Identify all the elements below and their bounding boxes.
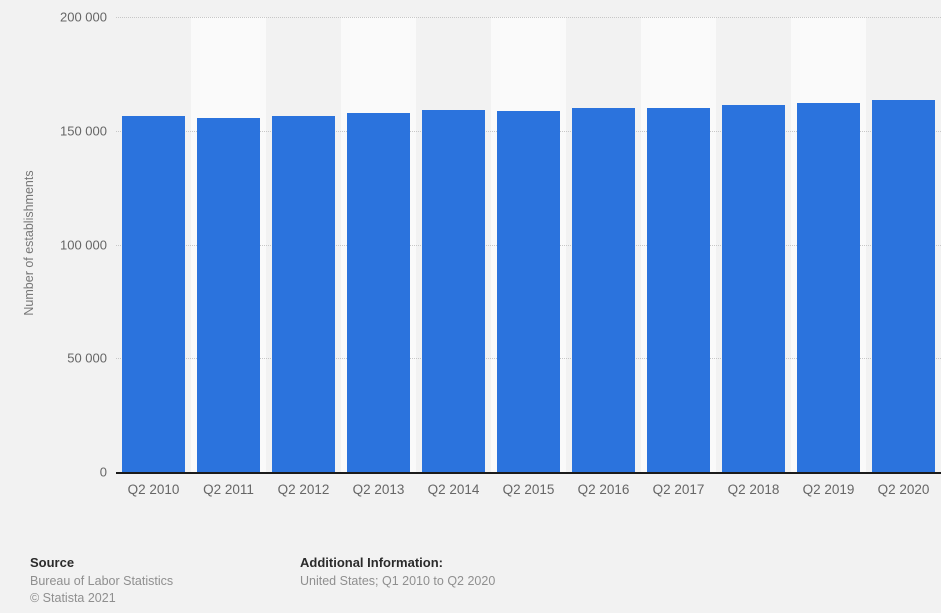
plot-column-band	[566, 17, 641, 472]
additional-info-block: Additional Information: United States; Q…	[300, 555, 495, 590]
plot-column-band	[491, 17, 566, 472]
plot-column-band	[341, 17, 416, 472]
bar-q2-2020	[872, 99, 935, 472]
source-name: Bureau of Labor Statistics	[30, 574, 174, 588]
additional-info-label: Additional Information:	[300, 555, 443, 570]
plot-column-band	[791, 17, 866, 472]
additional-info-text: United States; Q1 2010 to Q2 2020	[300, 574, 496, 588]
bar-q2-2016	[572, 107, 635, 472]
source-label: Source	[30, 555, 75, 570]
plot-column-band	[116, 17, 191, 472]
y-tick-label: 100 000	[60, 237, 107, 252]
plot-column-band	[416, 17, 491, 472]
y-tick-label: 150 000	[60, 123, 107, 139]
x-tick-label: Q2 2010	[127, 482, 180, 497]
plot-column-band	[266, 17, 341, 472]
bar-q2-2014	[422, 109, 485, 472]
bar-q2-2015	[497, 110, 560, 472]
x-tick-label: Q2 2018	[727, 482, 780, 497]
bar-q2-2017	[647, 107, 710, 472]
bar-q2-2010	[122, 115, 185, 472]
bar-q2-2018	[722, 105, 785, 472]
bar-q2-2012	[272, 115, 335, 472]
x-tick-label: Q2 2015	[502, 482, 555, 497]
x-tick-label: Q2 2014	[427, 482, 480, 497]
plot-column-band	[716, 17, 791, 472]
x-tick-label: Q2 2016	[577, 482, 630, 497]
plot-column-band	[191, 17, 266, 472]
x-axis-tick-labels: Q2 2010 Q2 2011 Q2 2012 Q2 2013 Q2 2014 Q2 20…	[116, 482, 941, 497]
y-tick-label: 200 000	[60, 9, 107, 25]
y-tick-label: 50 000	[67, 350, 107, 366]
gridline	[116, 17, 941, 18]
plot-column-band	[866, 17, 941, 472]
y-axis-tick-labels: 0 50 000 100 000 150 000 200 000	[0, 0, 107, 480]
copyright-notice: © Statista 2021	[30, 591, 116, 605]
source-block: Source Bureau of Labor Statistics © Stat…	[30, 555, 173, 607]
plot-area	[116, 17, 941, 474]
x-tick-label: Q2 2020	[877, 482, 930, 497]
x-tick-label: Q2 2013	[352, 482, 405, 497]
x-tick-label: Q2 2019	[802, 482, 855, 497]
x-tick-label: Q2 2017	[652, 482, 705, 497]
x-tick-label: Q2 2011	[203, 482, 254, 497]
plot-column-band	[641, 17, 716, 472]
x-tick-label: Q2 2012	[277, 482, 330, 497]
bar-q2-2011	[197, 118, 260, 472]
bar-q2-2013	[347, 113, 410, 472]
bar-q2-2019	[797, 103, 860, 472]
y-tick-label: 0	[99, 464, 107, 480]
